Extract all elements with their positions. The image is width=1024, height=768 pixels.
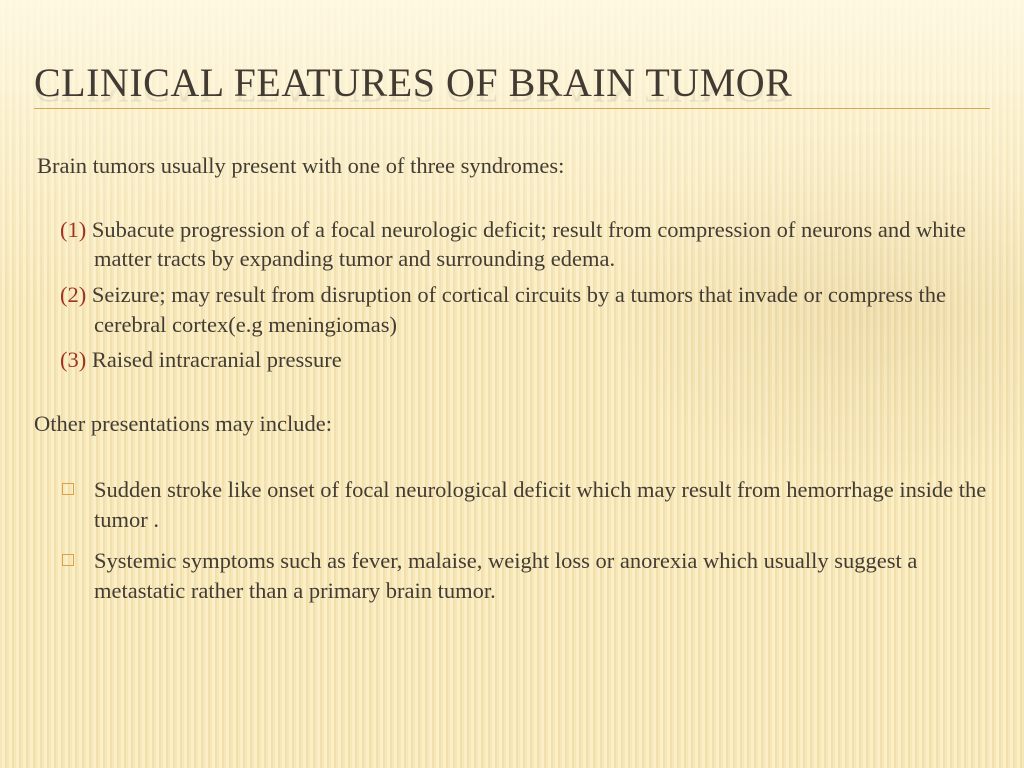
intro-text: Brain tumors usually present with one of…	[37, 151, 990, 181]
numbered-item: (1) Subacute progression of a focal neur…	[34, 215, 990, 274]
slide-content: Clinical features of brain tumor Clinica…	[0, 0, 1024, 658]
list-number: (2)	[60, 282, 86, 307]
list-text: Subacute progression of a focal neurolog…	[86, 217, 966, 272]
bullet-list: Sudden stroke like onset of focal neurol…	[34, 475, 990, 606]
bullet-text: Sudden stroke like onset of focal neurol…	[94, 477, 986, 532]
numbered-item: (3) Raised intracranial pressure	[34, 345, 990, 375]
list-number: (3)	[60, 347, 86, 372]
bullet-item: Sudden stroke like onset of focal neurol…	[34, 475, 990, 534]
title-block: Clinical features of brain tumor Clinica…	[34, 62, 990, 109]
title-underline	[34, 108, 990, 109]
list-number: (1)	[60, 217, 86, 242]
slide-title: Clinical features of brain tumor	[34, 62, 990, 104]
list-text: Raised intracranial pressure	[86, 347, 342, 372]
bullet-item: Systemic symptoms such as fever, malaise…	[34, 546, 990, 605]
list-text: Seizure; may result from disruption of c…	[86, 282, 946, 337]
subheading: Other presentations may include:	[34, 409, 990, 439]
bullet-text: Systemic symptoms such as fever, malaise…	[94, 548, 917, 603]
numbered-item: (2) Seizure; may result from disruption …	[34, 280, 990, 339]
numbered-list: (1) Subacute progression of a focal neur…	[34, 215, 990, 375]
slide-body: Brain tumors usually present with one of…	[34, 151, 990, 606]
